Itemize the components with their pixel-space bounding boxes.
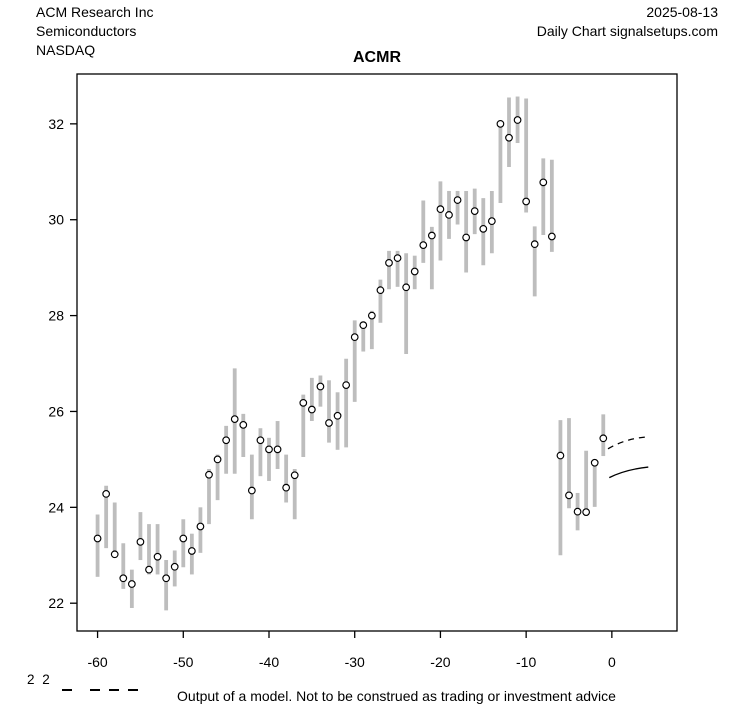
- close-marker: [573, 507, 582, 516]
- close-marker: [205, 470, 213, 479]
- close-marker: [213, 455, 222, 464]
- header-right-block: 2025-08-13 Daily Chart signalsetups.com: [537, 3, 718, 41]
- close-marker: [290, 471, 299, 480]
- legend-dash-mark: [128, 689, 138, 691]
- close-marker: [487, 217, 496, 226]
- close-marker: [445, 211, 453, 219]
- close-marker: [436, 205, 445, 214]
- close-marker: [565, 491, 573, 500]
- close-marker: [333, 411, 342, 420]
- close-marker: [145, 565, 153, 574]
- close-marker: [505, 133, 513, 142]
- forecast-upper-dashed-line: [607, 436, 649, 450]
- legend-dash-mark: [62, 689, 72, 691]
- close-marker: [385, 258, 393, 267]
- close-marker: [299, 398, 308, 407]
- close-marker: [462, 233, 471, 242]
- company-sector: Semiconductors: [36, 23, 137, 39]
- close-marker: [539, 178, 548, 187]
- close-marker: [256, 436, 265, 445]
- close-marker: [316, 382, 325, 391]
- close-marker: [307, 405, 316, 414]
- close-marker: [496, 119, 505, 128]
- close-marker: [170, 562, 179, 571]
- chart-title: ACMR: [353, 49, 401, 66]
- chart-date: 2025-08-13: [646, 4, 718, 20]
- close-marker: [359, 321, 368, 330]
- y-tick-label: 28: [48, 308, 64, 324]
- legend-dash-mark: [90, 689, 100, 691]
- legend-fragment: 2 2: [27, 672, 52, 687]
- company-name: ACM Research Inc: [36, 4, 154, 20]
- close-marker: [513, 116, 522, 124]
- x-tick-label: -20: [430, 654, 450, 670]
- y-tick-label: 30: [48, 212, 64, 228]
- forecast-lower-solid-line: [608, 466, 649, 479]
- chart-type-source: Daily Chart signalsetups.com: [536, 23, 718, 39]
- close-marker: [282, 483, 291, 492]
- x-tick-label: -40: [259, 654, 279, 670]
- close-marker: [273, 445, 282, 454]
- close-marker: [239, 421, 248, 429]
- close-marker: [93, 534, 102, 543]
- close-marker: [530, 240, 539, 249]
- close-marker: [590, 458, 599, 467]
- y-tick-label: 26: [48, 403, 64, 419]
- plot-border: [76, 73, 678, 632]
- close-marker: [162, 574, 171, 583]
- close-marker: [453, 196, 462, 204]
- close-marker: [547, 232, 556, 241]
- close-marker: [479, 224, 488, 233]
- close-marker: [367, 311, 376, 320]
- close-marker: [179, 534, 188, 543]
- y-tick-label: 22: [48, 595, 64, 611]
- close-marker: [556, 451, 565, 460]
- close-marker: [136, 537, 145, 546]
- close-marker: [342, 381, 351, 389]
- x-tick-label: -60: [87, 654, 107, 670]
- close-marker: [376, 286, 385, 295]
- company-exchange: NASDAQ: [36, 42, 96, 58]
- close-marker: [127, 580, 136, 588]
- close-marker: [427, 231, 436, 240]
- close-marker: [196, 522, 205, 531]
- close-marker: [350, 333, 359, 342]
- close-marker: [393, 254, 402, 262]
- close-marker: [325, 419, 333, 427]
- x-tick-label: 0: [608, 654, 616, 670]
- close-marker: [187, 547, 196, 555]
- y-tick-label: 24: [48, 499, 64, 515]
- close-marker: [119, 574, 128, 583]
- close-marker: [522, 197, 531, 206]
- legend-dash-mark: [109, 689, 119, 691]
- close-marker: [265, 445, 273, 454]
- disclaimer-caption: Output of a model. Not to be construed a…: [177, 688, 616, 704]
- close-marker: [153, 552, 162, 561]
- close-marker: [402, 283, 411, 292]
- close-marker: [470, 207, 479, 215]
- close-marker: [410, 267, 419, 276]
- header-left-block: ACM Research Inc Semiconductors NASDAQ: [36, 3, 153, 60]
- close-marker: [102, 490, 111, 498]
- x-tick-label: -50: [173, 654, 193, 670]
- close-marker: [247, 486, 256, 495]
- x-tick-label: -10: [516, 654, 536, 670]
- close-marker: [110, 550, 119, 559]
- close-marker: [582, 508, 591, 516]
- close-marker: [419, 241, 428, 250]
- x-tick-label: -30: [345, 654, 365, 670]
- close-marker: [230, 415, 239, 424]
- close-marker: [222, 436, 231, 445]
- y-tick-label: 32: [48, 116, 64, 132]
- close-marker: [599, 434, 608, 443]
